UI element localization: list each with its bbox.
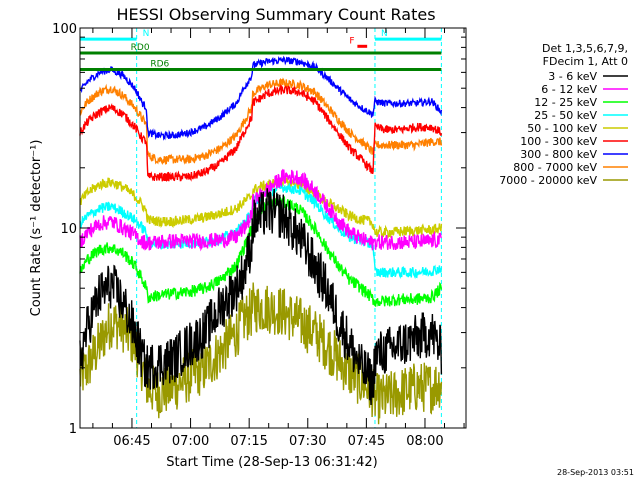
y-axis-label: Count Rate (s⁻¹ detector⁻¹) [29, 140, 44, 317]
x-tick-label-4: 07:45 [348, 434, 385, 449]
x-tick-label-3: 07:30 [289, 434, 326, 449]
x-axis-label: Start Time (28-Sep-13 06:31:42) [166, 455, 377, 470]
series-lines [79, 55, 443, 425]
annotation-label-2: RD0 [131, 43, 150, 53]
legend-label-1: 6 - 12 keV [541, 83, 597, 96]
legend-label-2: 12 - 25 keV [534, 96, 597, 109]
axes: 1 10 100 06:45 07:00 07:15 07:30 07:45 08:00 [52, 22, 466, 449]
annotation-label-4: F [349, 36, 354, 46]
series-line-6 [79, 55, 443, 141]
legend-header-0: Det 1,3,5,6,7,9, [542, 42, 628, 55]
series-line-5 [79, 83, 443, 182]
annotation-label-1: N [381, 29, 388, 39]
chart-title: HESSI Observing Summary Count Rates [116, 5, 435, 24]
y-tick-label-2: 100 [52, 22, 77, 37]
legend-label-7: 800 - 7000 keV [513, 161, 597, 174]
x-tick-label-1: 07:00 [172, 434, 209, 449]
y-tick-label-1: 10 [60, 222, 77, 237]
legend-label-3: 25 - 50 keV [534, 109, 597, 122]
legend-header-1: FDecim 1, Att 0 [543, 55, 628, 68]
x-tick-label-5: 08:00 [406, 434, 443, 449]
x-tick-label-2: 07:15 [230, 434, 267, 449]
legend-label-6: 300 - 800 keV [520, 148, 597, 161]
legend-label-4: 50 - 100 keV [527, 122, 597, 135]
series-line-0 [79, 188, 443, 406]
footer-date: 28-Sep-2013 03:51 [557, 468, 634, 477]
annotation-label-3: RD6 [150, 60, 169, 70]
legend-label-0: 3 - 6 keV [548, 70, 597, 83]
y-tick-label-0: 1 [69, 422, 77, 437]
legend: Det 1,3,5,6,7,9,FDecim 1, Att 0 3 - 6 keV… [499, 42, 628, 187]
series-line-7 [79, 77, 443, 166]
series-line-4 [79, 176, 443, 240]
legend-label-8: 7000 - 20000 keV [499, 174, 597, 187]
annotation-label-0: N [143, 29, 150, 39]
legend-label-5: 100 - 300 keV [520, 135, 597, 148]
x-tick-label-0: 06:45 [113, 434, 150, 449]
